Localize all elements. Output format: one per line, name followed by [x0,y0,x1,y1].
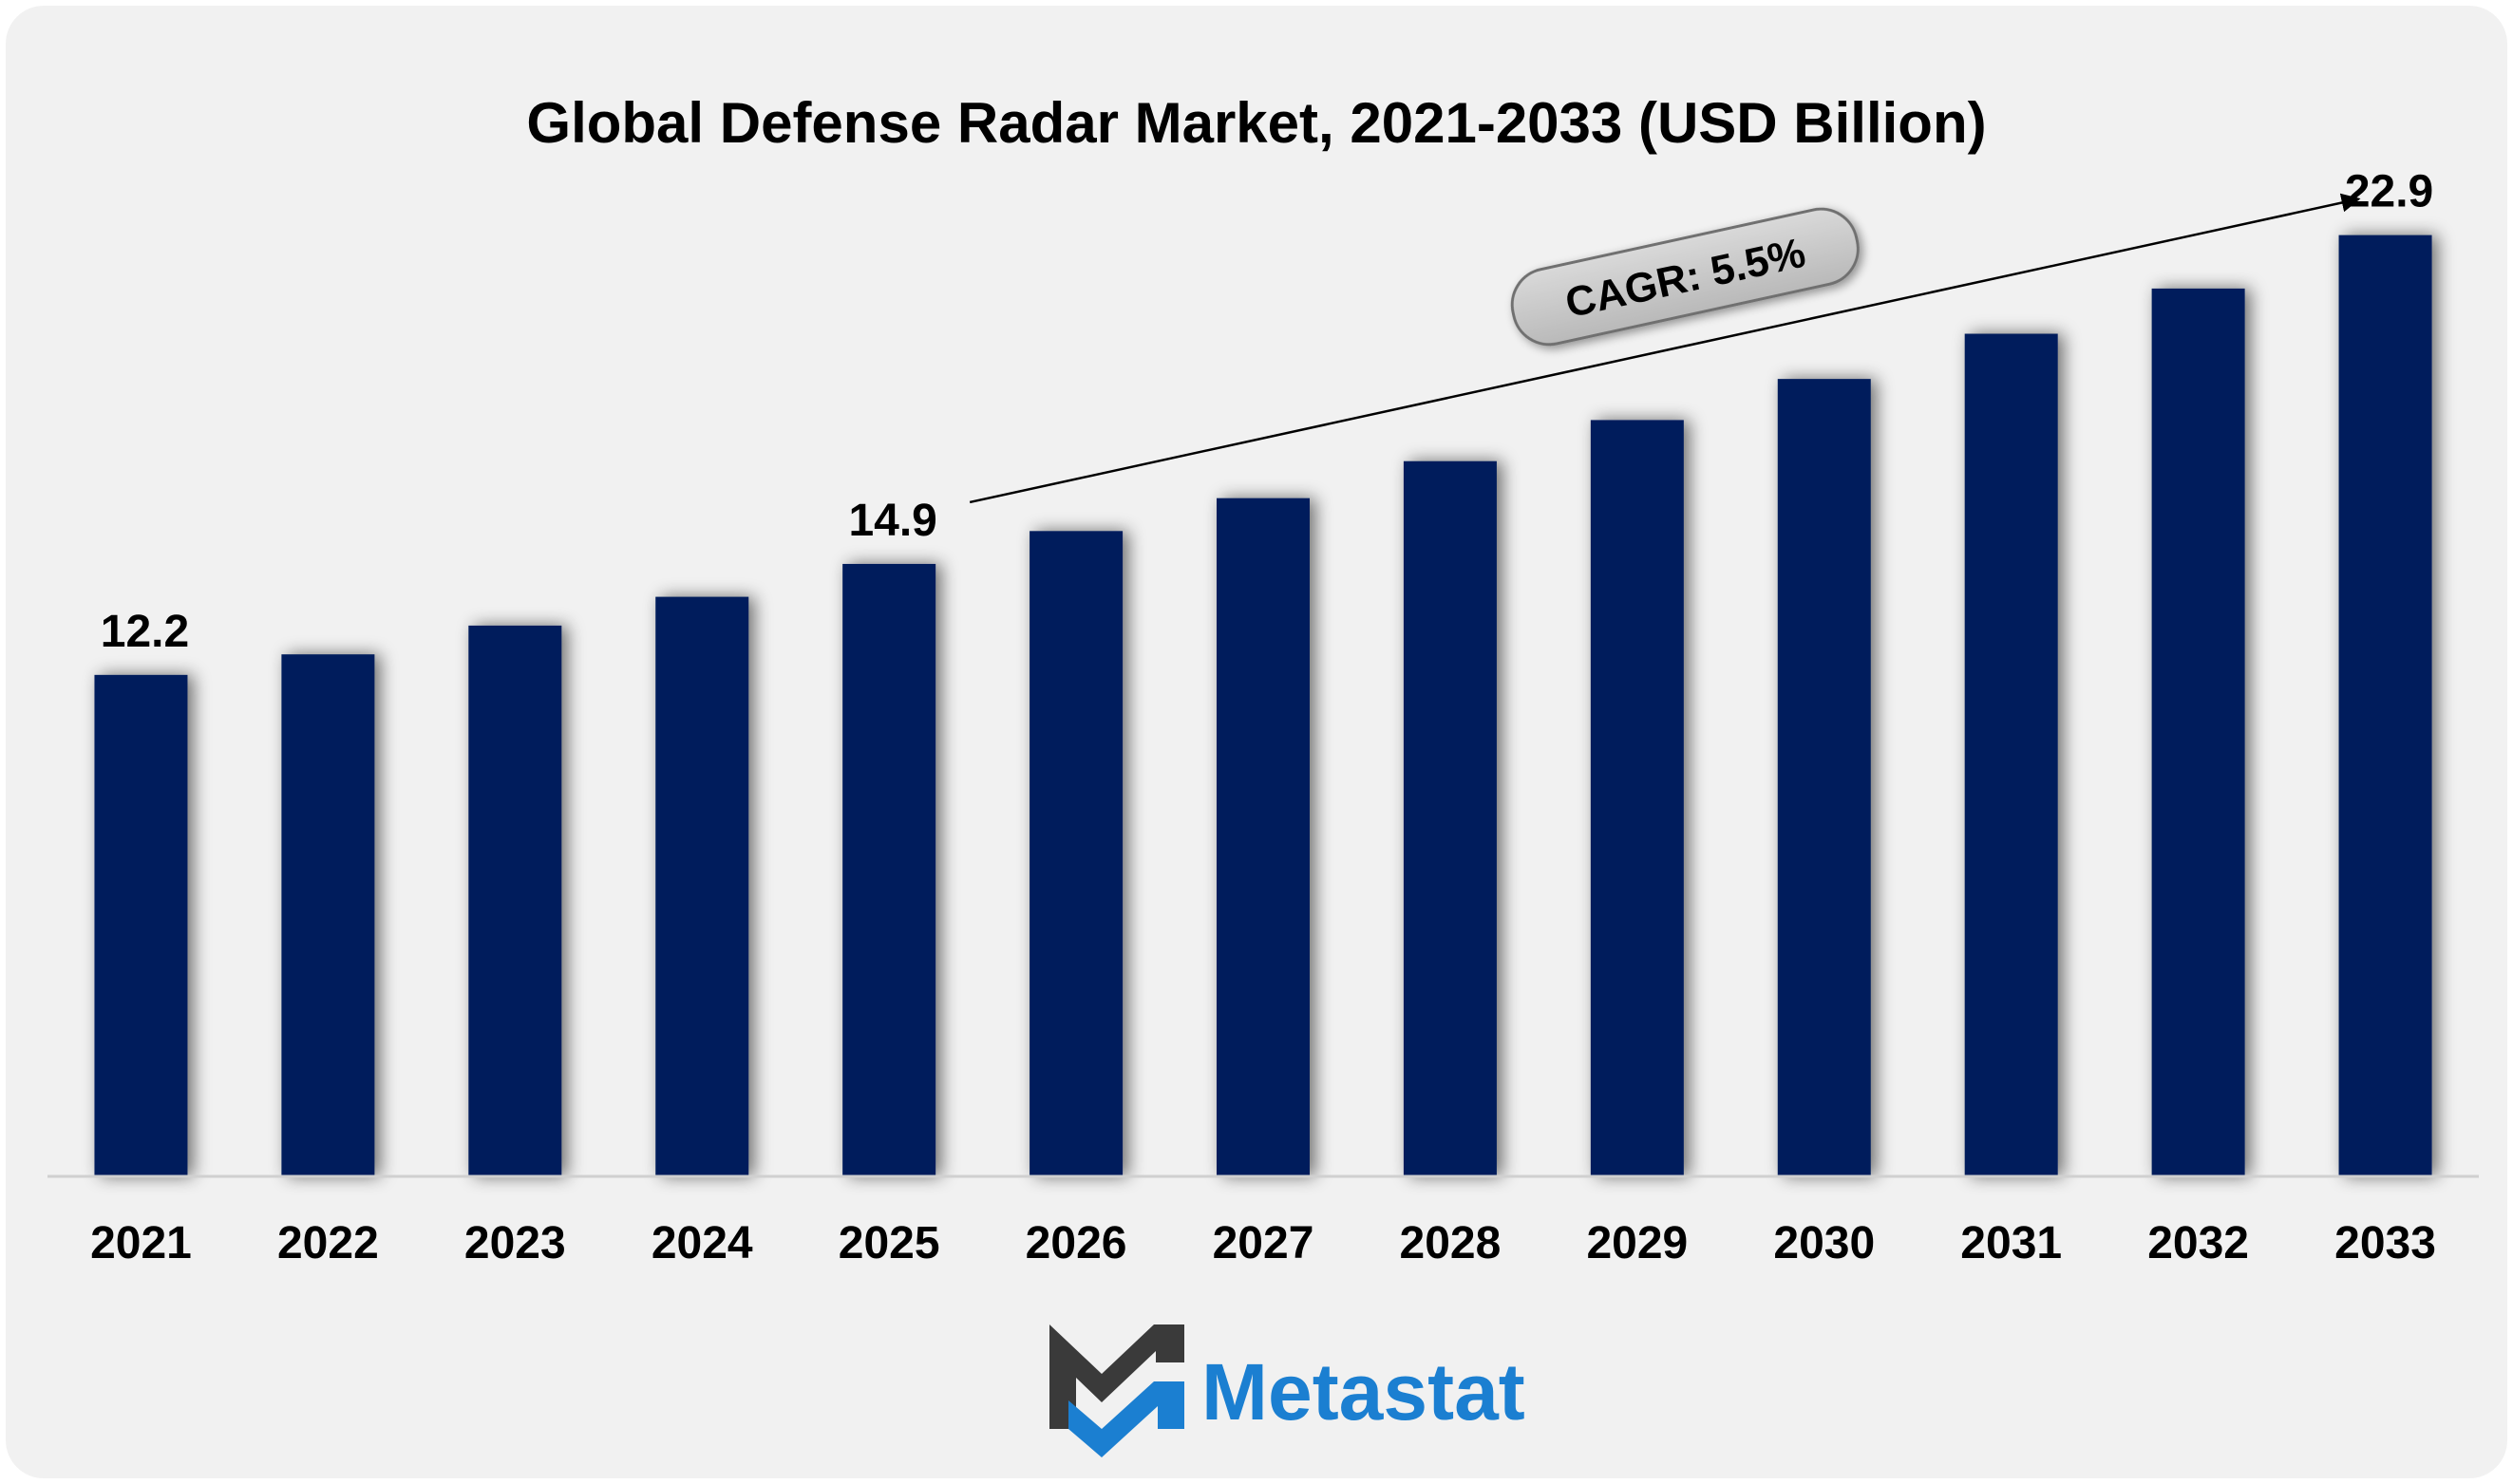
x-tick-label-2022: 2022 [277,1218,379,1268]
value-label-2025: 14.9 [848,496,936,546]
x-tick-label-2026: 2026 [1026,1218,1127,1268]
bar-2026 [1030,531,1124,1176]
x-tick-label-2030: 2030 [1773,1218,1875,1268]
brand-name: Metastat [1201,1347,1525,1437]
cagr-annotation: CAGR: 5.5% [969,193,2361,504]
bars-layer [94,235,2432,1176]
bar-2029 [1590,420,1684,1176]
bar-2032 [2151,288,2245,1176]
x-tick-label-2031: 2031 [1960,1218,2062,1268]
bar-2025 [842,563,936,1176]
bar-2022 [281,654,375,1176]
bar-2023 [468,625,562,1176]
bar-2028 [1403,460,1497,1176]
bar-2030 [1777,379,1871,1176]
bar-2033 [2338,235,2432,1176]
brand-logo: Metastat [1049,1324,1525,1457]
bar-2021 [94,674,188,1176]
x-tick-label-2023: 2023 [464,1218,566,1268]
cagr-arrow [969,193,2361,504]
metastat-m-logo-icon [1049,1324,1184,1457]
x-tick-label-2029: 2029 [1586,1218,1688,1268]
x-tick-label-2032: 2032 [2147,1218,2249,1268]
x-tick-label-2025: 2025 [839,1218,940,1268]
bar-2024 [655,596,749,1176]
x-tick-label-2024: 2024 [652,1218,753,1268]
value-label-2021: 12.2 [101,607,189,657]
x-tick-label-2021: 2021 [90,1218,192,1268]
x-axis-ticks: 2021 2022 2023 2024 2025 2026 2027 2028 2029 2030… [90,1218,2436,1268]
x-tick-label-2033: 2033 [2334,1218,2436,1268]
value-label-2033: 22.9 [2345,167,2433,217]
bar-2031 [1964,333,2058,1176]
chart-title: Global Defense Radar Market, 2021-2033 (… [526,91,1986,155]
bar-2027 [1217,498,1310,1176]
x-tick-label-2027: 2027 [1213,1218,1314,1268]
x-tick-label-2028: 2028 [1400,1218,1502,1268]
cagr-badge-background [1510,207,1860,347]
